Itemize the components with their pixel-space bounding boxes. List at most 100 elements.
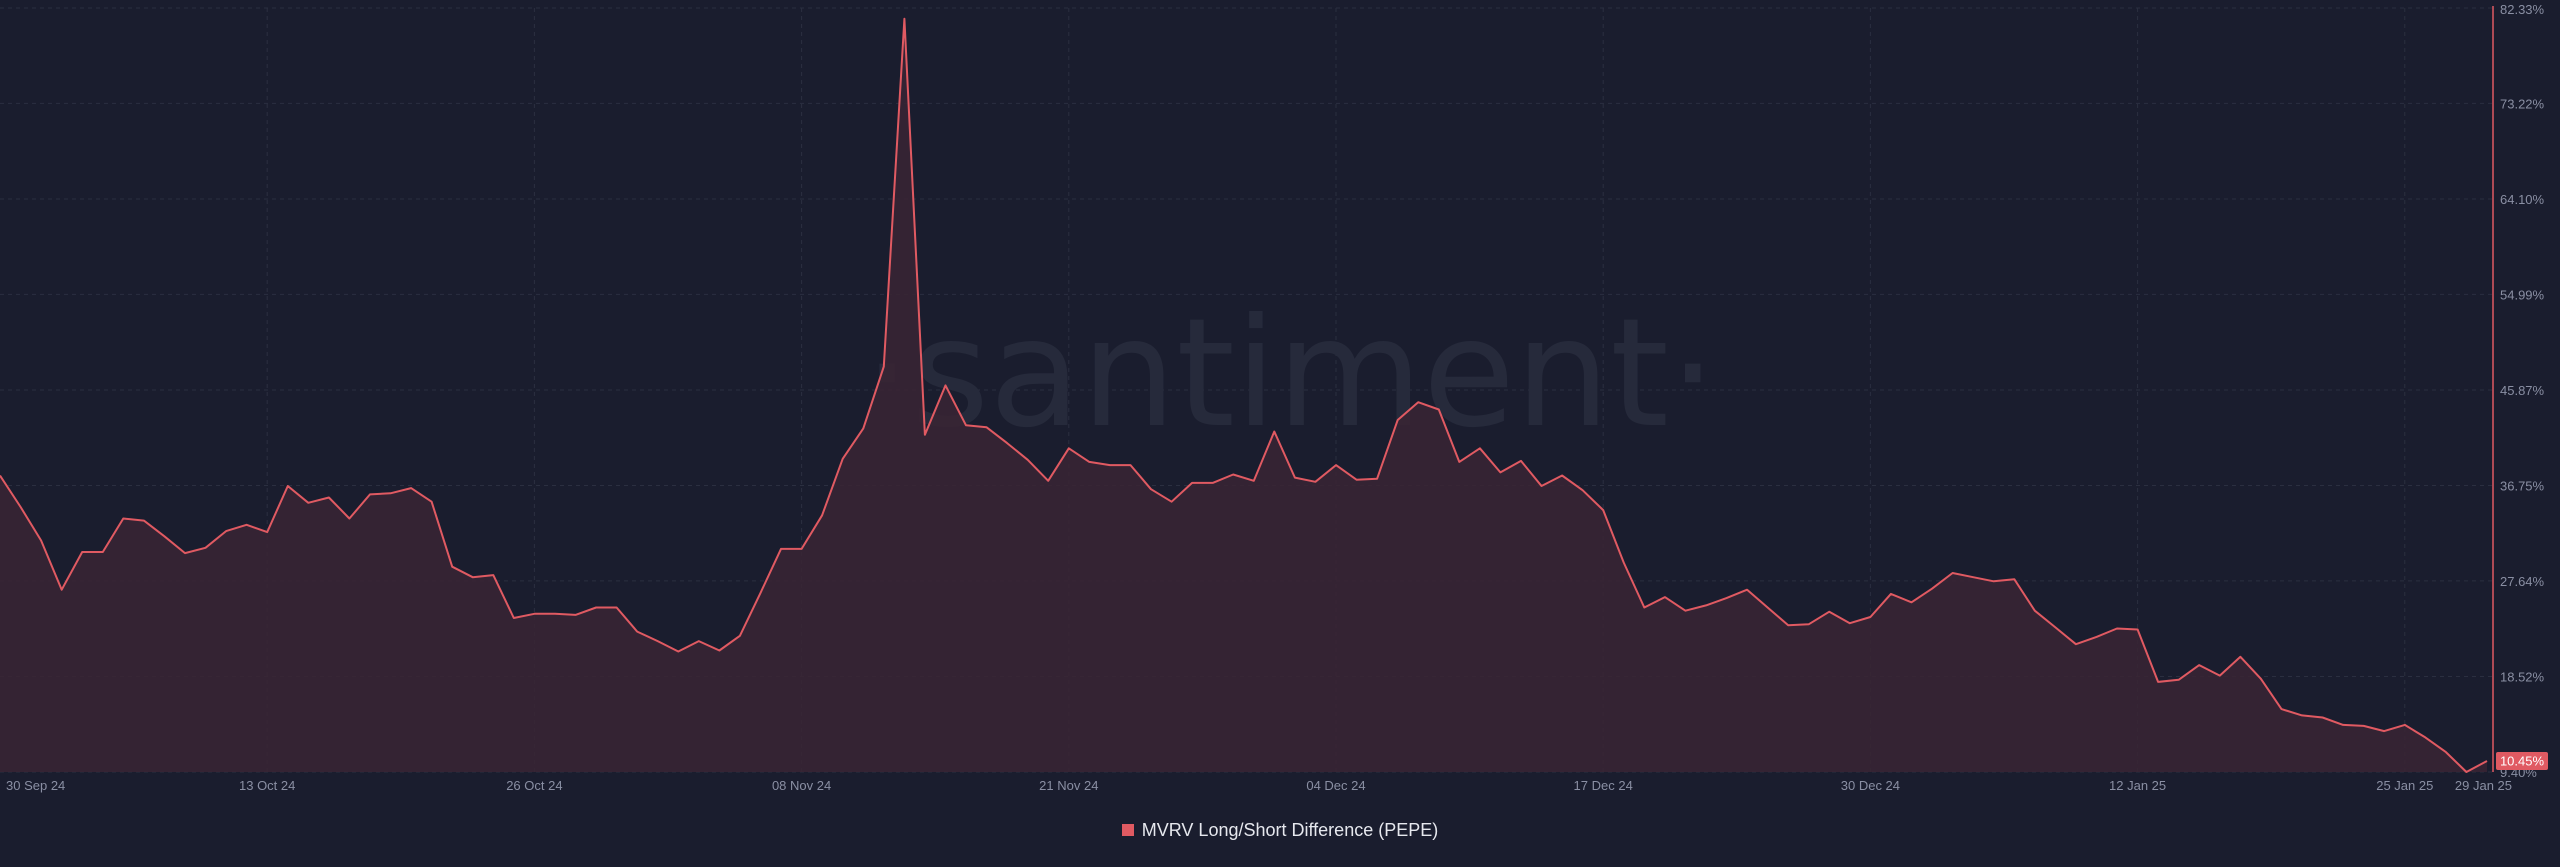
data-point (965, 424, 967, 426)
data-point (492, 574, 494, 576)
data-point (2363, 725, 2365, 727)
data-point (903, 18, 905, 20)
data-point (1808, 623, 1810, 625)
data-point (2137, 629, 2139, 631)
data-point (1294, 477, 1296, 479)
data-point (2404, 724, 2406, 726)
legend-label: MVRV Long/Short Difference (PEPE) (1141, 820, 1439, 840)
data-point (636, 631, 638, 633)
data-point (328, 497, 330, 499)
data-point (61, 589, 63, 591)
data-point (1438, 409, 1440, 411)
data-point (205, 547, 207, 549)
x-tick-label: 13 Oct 24 (239, 778, 295, 793)
legend-swatch (1121, 824, 1134, 837)
data-point (2198, 664, 2200, 666)
series-layer (0, 17, 2488, 773)
data-point (225, 530, 227, 532)
y-tick-label: 82.33% (2500, 2, 2545, 17)
data-point (1232, 473, 1234, 475)
data-point (801, 548, 803, 550)
data-point (1068, 447, 1070, 449)
data-point (102, 551, 104, 553)
data-point (883, 366, 885, 368)
data-point (1541, 485, 1543, 487)
data-point (2054, 626, 2056, 628)
data-point (1191, 482, 1193, 484)
data-point (2219, 675, 2221, 677)
x-tick-label: 12 Jan 25 (2109, 778, 2166, 793)
data-point (2424, 736, 2426, 738)
data-point (431, 501, 433, 503)
data-point (533, 613, 535, 615)
data-point (1705, 604, 1707, 606)
data-point (1828, 611, 1830, 613)
data-point (1767, 607, 1769, 609)
data-point (1109, 464, 1111, 466)
data-point (1129, 464, 1131, 466)
data-point (718, 649, 720, 651)
data-point (1787, 624, 1789, 626)
series-line (0, 17, 2488, 773)
x-tick-label: 29 Jan 25 (2455, 778, 2512, 793)
y-tick-label: 45.87% (2500, 383, 2545, 398)
data-point (2383, 730, 2385, 732)
data-point (842, 458, 844, 460)
last-value-badge-bg (2496, 752, 2548, 770)
data-point (410, 487, 412, 489)
data-point (1993, 580, 1995, 582)
data-point (759, 592, 761, 594)
data-point (2178, 679, 2180, 681)
data-point (821, 514, 823, 516)
x-tick-label: 04 Dec 24 (1306, 778, 1365, 793)
data-point (1520, 460, 1522, 462)
data-point (122, 517, 124, 519)
data-point (698, 640, 700, 642)
y-tick-label: 73.22% (2500, 96, 2545, 111)
data-point (944, 384, 946, 386)
data-point (163, 535, 165, 537)
data-point (554, 613, 556, 615)
data-point (1869, 616, 1871, 618)
data-point (20, 506, 22, 508)
data-point (2157, 681, 2159, 683)
data-point (1047, 480, 1049, 482)
x-tick-label: 21 Nov 24 (1039, 778, 1098, 793)
data-point (451, 566, 453, 568)
data-point (1006, 442, 1008, 444)
last-value-badge: 10.45% (2496, 752, 2548, 770)
data-point (595, 607, 597, 609)
data-point (2116, 627, 2118, 629)
data-point (1931, 588, 1933, 590)
data-point (2342, 724, 2344, 726)
data-point (862, 427, 864, 429)
data-point (657, 640, 659, 642)
y-tick-label: 64.10% (2500, 192, 2545, 207)
data-point (1602, 509, 1604, 511)
data-point (1458, 461, 1460, 463)
data-point (1664, 596, 1666, 598)
data-point (1684, 610, 1686, 612)
data-point (924, 434, 926, 436)
data-point (2280, 708, 2282, 710)
data-point (81, 551, 83, 553)
data-point (2095, 636, 2097, 638)
data-point (40, 539, 42, 541)
data-point (266, 531, 268, 533)
data-point (307, 502, 309, 504)
data-point (1623, 561, 1625, 563)
x-tick-label: 26 Oct 24 (506, 778, 562, 793)
chart-legend: MVRV Long/Short Difference (PEPE) (0, 820, 2560, 841)
data-point (287, 485, 289, 487)
data-point (1417, 401, 1419, 403)
data-point (2239, 656, 2241, 658)
data-point (1952, 572, 1954, 574)
data-point (1253, 480, 1255, 482)
data-point (369, 493, 371, 495)
data-point (246, 524, 248, 526)
data-point (1643, 607, 1645, 609)
data-point (986, 426, 988, 428)
data-point (739, 635, 741, 637)
